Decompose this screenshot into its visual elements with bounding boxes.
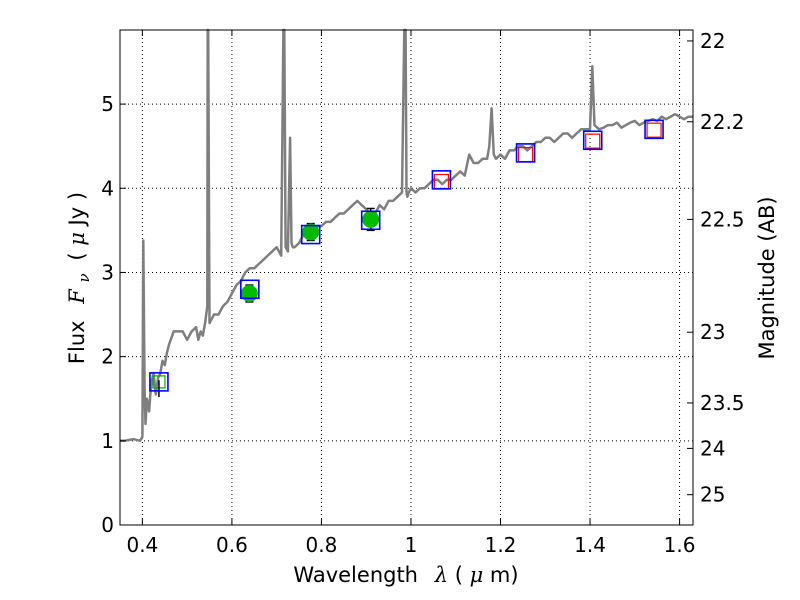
right-axis-title: Magnitude (AB) xyxy=(755,196,779,359)
x-tick-label: 1.6 xyxy=(664,533,696,557)
x-tick-label: 1 xyxy=(405,533,418,557)
grid-lines xyxy=(120,30,693,525)
right-tick-label: 25 xyxy=(700,483,725,507)
right-tick-label: 23.5 xyxy=(700,391,745,415)
model-box xyxy=(240,279,260,300)
model-box xyxy=(149,372,169,392)
model-box xyxy=(431,170,452,190)
y-axis-title: Flux F ν ( μ Jy ) xyxy=(65,192,94,364)
right-tick-label: 22.2 xyxy=(700,110,745,134)
x-axis-title: Wavelength λ ( μ m) xyxy=(293,563,518,587)
red-inner-box xyxy=(585,133,601,149)
y-axis-unit-mu: μ xyxy=(65,232,89,246)
plot-frame xyxy=(119,29,694,526)
x-axis-unit-rest: m) xyxy=(490,563,519,587)
right-tick-label: 22.5 xyxy=(700,207,745,231)
x-tick-label: 1.4 xyxy=(574,533,606,557)
y-axis-unit-rest: Jy ) xyxy=(65,192,89,228)
red-inner-box xyxy=(646,122,662,138)
y-axis-label: Flux xyxy=(65,320,89,364)
right-tick-label: 23 xyxy=(700,320,725,344)
y-tick-label: 0 xyxy=(101,513,114,537)
model-box xyxy=(360,210,381,231)
model-box xyxy=(644,119,664,140)
right-tick-label: 24 xyxy=(700,436,725,460)
x-axis-symbol: λ xyxy=(434,563,448,587)
right-tick-label: 22 xyxy=(700,29,725,53)
photometry-markers xyxy=(149,119,664,398)
x-axis-unit-open: ( xyxy=(455,563,463,587)
observed-point xyxy=(362,210,380,228)
y-tick-label: 5 xyxy=(101,92,114,116)
x-axis-label: Wavelength xyxy=(293,563,418,587)
y-tick-label: 4 xyxy=(101,176,114,200)
y-axis-ticks: 0 1 2 3 4 5 xyxy=(101,92,126,537)
x-tick-label: 1.2 xyxy=(485,533,517,557)
model-box xyxy=(582,130,603,151)
x-tick-label: 0.8 xyxy=(306,533,338,557)
y-tick-label: 3 xyxy=(101,260,114,284)
x-axis-ticks: 0.4 0.6 0.8 1 1.2 1.4 1.6 xyxy=(126,30,695,557)
spectrum-series xyxy=(120,28,693,443)
x-tick-label: 0.6 xyxy=(216,533,248,557)
model-box xyxy=(300,224,321,245)
right-axis-ticks: 22 22.2 22.5 23 23.5 24 25 xyxy=(687,29,745,507)
y-axis-unit-open: ( xyxy=(65,246,89,261)
y-tick-label: 2 xyxy=(101,345,114,369)
x-axis-unit-mu: μ xyxy=(470,563,484,587)
y-axis-symbol: F xyxy=(65,288,89,305)
model-box xyxy=(515,143,536,163)
y-axis-symbol-sub: ν xyxy=(75,273,93,282)
observed-point xyxy=(240,284,258,302)
y-tick-label: 1 xyxy=(101,429,114,453)
x-tick-label: 0.4 xyxy=(126,533,158,557)
observed-point xyxy=(302,223,320,241)
spectrum-line xyxy=(120,28,693,443)
